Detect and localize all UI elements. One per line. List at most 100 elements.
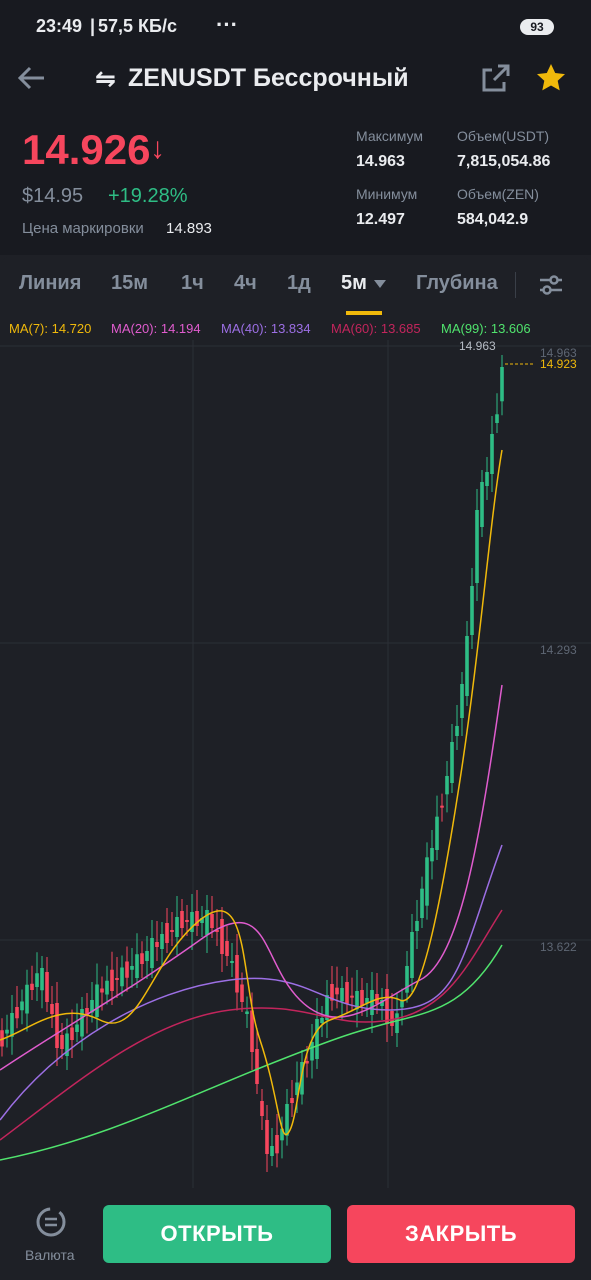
candle-body	[310, 1042, 314, 1061]
swap-icon[interactable]: ⇋	[95, 65, 116, 93]
candle-body	[10, 1013, 14, 1037]
candle-body	[200, 918, 204, 923]
candle-body	[30, 983, 34, 990]
ma-label: MA(60): 13.685	[331, 321, 421, 336]
change: +19.28%	[108, 185, 188, 207]
candle-body	[105, 980, 109, 995]
tab[interactable]: Глубина	[416, 272, 498, 294]
candle-body	[350, 995, 354, 998]
candle-body	[415, 921, 419, 931]
currency-icon[interactable]	[34, 1205, 68, 1239]
candle-body	[175, 917, 179, 937]
candle-body	[345, 982, 349, 1004]
stat-value: 12.497	[356, 211, 405, 228]
candle-body	[160, 934, 164, 949]
candle-body	[25, 984, 29, 1014]
candle-body	[295, 1082, 299, 1095]
tab[interactable]: 15м	[111, 272, 149, 294]
candle-body	[85, 1008, 89, 1016]
ma-lines	[0, 449, 503, 1161]
mark-price: 14.893	[166, 220, 212, 237]
tab-divider	[515, 272, 516, 298]
candle-body	[290, 1098, 294, 1103]
candle-body	[80, 1009, 84, 1037]
last-label: 14.923	[540, 357, 577, 371]
candle-body	[315, 1019, 319, 1059]
tab-dropdown[interactable]	[374, 280, 386, 288]
candle-body	[155, 942, 159, 947]
status-more: ···	[216, 12, 238, 37]
candle-body	[40, 968, 44, 991]
kline-chart	[0, 340, 591, 1188]
candle-body	[215, 930, 219, 932]
candle-body	[490, 434, 494, 474]
candle-body	[140, 953, 144, 964]
candle-body	[420, 888, 424, 918]
candle-body	[335, 987, 339, 995]
last-price: 14.926	[22, 126, 151, 173]
tab[interactable]: 1д	[287, 272, 311, 294]
candle-body	[125, 961, 129, 978]
tab[interactable]: Линия	[19, 272, 82, 294]
candle-body	[410, 932, 414, 978]
candle-body	[50, 1004, 54, 1014]
candle-body	[250, 1010, 254, 1052]
tab[interactable]: 4ч	[234, 272, 257, 294]
tab[interactable]: 1ч	[181, 272, 204, 294]
candle-body	[370, 990, 374, 1015]
tabs-bg	[0, 255, 591, 315]
page-title: ZENUSDT Бессрочный	[128, 64, 409, 92]
tab[interactable]: 5м	[341, 272, 367, 294]
currency-label[interactable]: Валюта	[25, 1247, 75, 1263]
candle-body	[405, 966, 409, 993]
candle-body	[115, 978, 119, 980]
candle-body	[15, 1007, 19, 1019]
settings-icon[interactable]	[538, 274, 564, 296]
candle-body	[380, 1000, 384, 1006]
back-icon[interactable]	[16, 62, 48, 94]
candle-body	[280, 1128, 284, 1141]
candle-body	[0, 1030, 4, 1047]
ma-label: MA(7): 14.720	[9, 321, 92, 336]
candle-body	[485, 472, 489, 486]
stat-label: Максимум	[356, 128, 423, 144]
candle-body	[110, 969, 114, 991]
candles	[0, 355, 504, 1172]
header-bg	[0, 0, 591, 255]
candle-body	[170, 930, 174, 932]
stat-value: 7,815,054.86	[457, 153, 551, 170]
candle-body	[230, 961, 234, 963]
candle-body	[95, 984, 99, 1017]
candle-body	[90, 1000, 94, 1013]
usd-price: $14.95	[22, 185, 84, 207]
open-button[interactable]: ОТКРЫТЬ	[103, 1205, 331, 1263]
candle-body	[145, 951, 149, 961]
candle-body	[270, 1146, 274, 1156]
candle-body	[425, 857, 429, 906]
candle-body	[495, 414, 499, 423]
candle-body	[245, 1011, 249, 1014]
status-sep: |	[90, 16, 96, 36]
stat-value: 584,042.9	[457, 211, 529, 228]
status-time: 23:49	[36, 16, 83, 36]
candle-body	[365, 998, 369, 1003]
candle-body	[45, 972, 49, 1002]
candle-body	[320, 1018, 324, 1023]
favorite-icon[interactable]	[535, 62, 567, 94]
down-arrow: ↓	[150, 132, 165, 165]
candle-body	[100, 988, 104, 993]
candle-body	[190, 912, 194, 932]
candle-body	[240, 984, 244, 1002]
candle-body	[220, 919, 224, 954]
close-button[interactable]: ЗАКРЫТЬ	[347, 1205, 575, 1263]
candle-body	[445, 776, 449, 795]
candle-body	[395, 1013, 399, 1033]
candle-body	[285, 1104, 289, 1136]
candle-body	[120, 967, 124, 987]
share-icon[interactable]	[480, 62, 512, 94]
candle-body	[165, 923, 169, 943]
candle-body	[390, 1011, 394, 1026]
candle-body	[360, 990, 364, 1006]
ma-label: MA(99): 13.606	[441, 321, 531, 336]
